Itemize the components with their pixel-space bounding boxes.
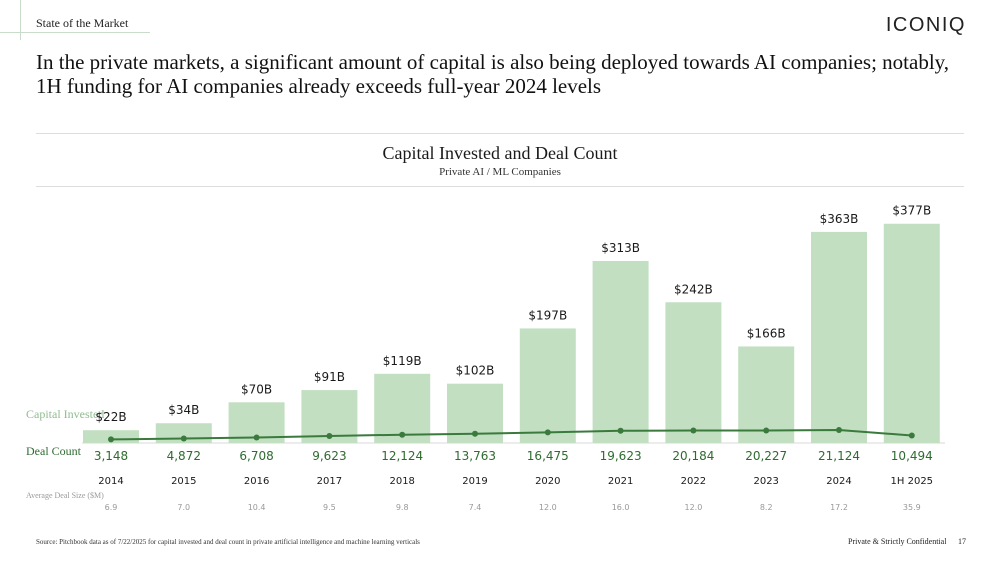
capital-value-label: $377B [892, 204, 931, 218]
average-deal-size-value: 8.2 [760, 503, 773, 512]
deal-count-point [180, 435, 187, 442]
capital-bar [883, 223, 940, 443]
corner-decoration-vertical [20, 0, 21, 40]
deal-count-point [617, 427, 624, 434]
average-deal-size-value: 35.9 [903, 503, 921, 512]
year-tick-label: 2022 [681, 476, 706, 487]
average-deal-size-value: 12.0 [684, 503, 702, 512]
capital-bar [811, 231, 867, 443]
divider-chart-header [36, 186, 964, 187]
year-tick-label: 2024 [826, 476, 851, 487]
capital-value-label: $166B [747, 326, 786, 340]
year-tick-label: 2017 [317, 476, 342, 487]
deal-count-point [253, 434, 260, 441]
year-tick-label: 2020 [535, 476, 560, 487]
confidentiality-note: Private & Strictly Confidential [848, 537, 947, 546]
deal-count-label: 19,623 [600, 449, 642, 463]
year-tick-label: 2021 [608, 476, 633, 487]
average-deal-size-value: 16.0 [612, 503, 630, 512]
deal-count-label: 4,872 [167, 449, 201, 463]
deal-count-label: 6,708 [239, 449, 273, 463]
chart-title: Capital Invested and Deal Count [382, 143, 618, 163]
deal-count-point [763, 427, 770, 434]
deal-count-label: 13,763 [454, 449, 496, 463]
average-deal-size-label: Average Deal Size ($M) [26, 491, 104, 500]
deal-count-point [836, 427, 842, 433]
average-deal-size-value: 9.8 [396, 503, 409, 512]
average-deal-size-value: 17.2 [830, 503, 848, 512]
capital-value-label: $242B [674, 282, 713, 296]
deal-count-point [399, 431, 406, 438]
average-deal-size-value: 9.5 [323, 503, 336, 512]
corner-decoration-horizontal [0, 32, 150, 33]
deal-count-label: 3,148 [94, 449, 128, 463]
capital-value-label: $22B [95, 410, 126, 424]
deal-count-label: 20,227 [745, 449, 787, 463]
capital-bar [592, 260, 649, 443]
deal-count-label: 12,124 [381, 449, 423, 463]
deal-count-point [544, 429, 551, 436]
section-label: State of the Market [36, 16, 129, 30]
capital-value-label: $197B [528, 308, 567, 322]
capital-bar [519, 328, 576, 443]
deal-count-point [690, 427, 697, 434]
deal-count-point [326, 433, 333, 439]
year-tick-label: 1H 2025 [891, 476, 934, 487]
capital-invested-label: Capital Invested [26, 407, 105, 421]
deal-count-label: 21,124 [818, 449, 860, 463]
capital-value-label: $102B [456, 364, 495, 378]
deal-count-point [108, 436, 114, 443]
source-note: Source: Pitchbook data as of 7/22/2025 f… [36, 538, 420, 546]
average-deal-size-value: 6.9 [105, 503, 118, 512]
capital-bar [665, 302, 722, 443]
capital-value-label: $70B [241, 382, 272, 396]
deal-count-label: Deal Count [26, 444, 81, 458]
deal-count-label: 20,184 [672, 449, 714, 463]
capital-value-label: $34B [168, 403, 199, 417]
deal-count-point [908, 432, 915, 439]
average-deal-size-value: 7.4 [469, 503, 482, 512]
average-deal-size-value: 12.0 [539, 503, 557, 512]
page-number: 17 [958, 537, 966, 546]
capital-bar [738, 346, 795, 443]
year-tick-label: 2018 [389, 476, 414, 487]
capital-value-label: $363B [820, 212, 859, 226]
page-headline: In the private markets, a significant am… [36, 50, 950, 98]
deal-count-line [110, 428, 912, 441]
year-tick-label: 2023 [753, 476, 778, 487]
capital-value-label: $313B [601, 241, 640, 255]
divider-top [36, 133, 964, 134]
deal-count-label: 9,623 [312, 449, 346, 463]
chart-subtitle: Private AI / ML Companies [439, 166, 561, 178]
average-deal-size-value: 7.0 [177, 503, 190, 512]
capital-value-label: $91B [314, 370, 345, 384]
capital-value-label: $119B [383, 354, 422, 368]
average-deal-size-value: 10.4 [248, 503, 266, 512]
deal-count-point [472, 430, 478, 437]
capital-bar [374, 373, 431, 443]
iconiq-logo: ICONIQ [885, 14, 966, 36]
year-tick-label: 2016 [244, 476, 269, 487]
year-tick-label: 2019 [462, 476, 487, 487]
year-tick-label: 2015 [171, 476, 196, 487]
deal-count-label: 16,475 [527, 449, 569, 463]
deal-count-label: 10,494 [891, 449, 933, 463]
year-tick-label: 2014 [98, 476, 123, 487]
